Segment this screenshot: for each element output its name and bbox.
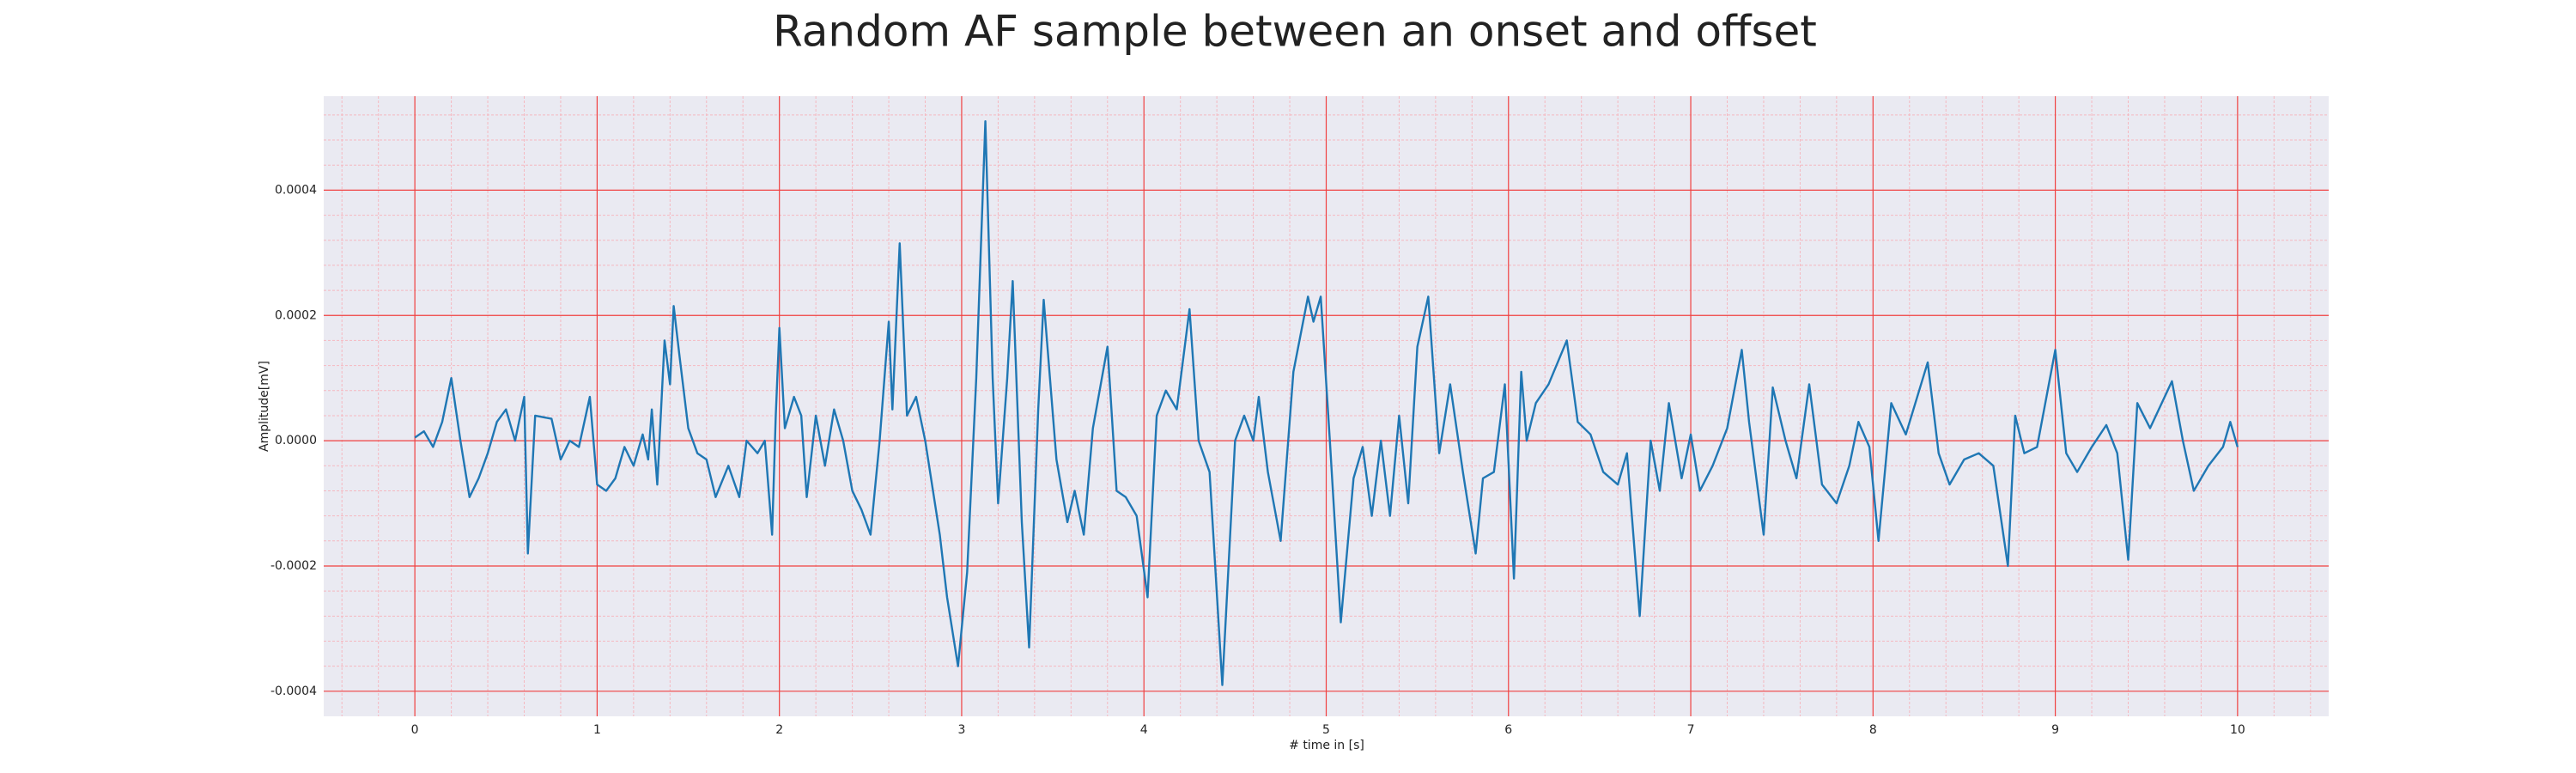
x-tick-label: 8 [1869,723,1877,737]
x-tick-label: 1 [593,723,601,737]
y-tick-label: 0.0004 [275,183,317,197]
y-axis-label: Amplitude[mV] [258,361,271,452]
grid [324,96,2329,716]
x-tick-label: 7 [1687,723,1695,737]
y-tick-label: -0.0004 [270,685,317,698]
x-axis-label: # time in [s] [1289,739,1364,752]
x-tick-label: 9 [2051,723,2059,737]
y-tick-label: -0.0002 [270,559,317,573]
x-tick-label: 0 [411,723,419,737]
x-tick-label: 10 [2230,723,2245,737]
x-tick-label: 3 [957,723,965,737]
x-tick-label: 4 [1140,723,1148,737]
marks [414,119,2239,686]
x-tick-label: 6 [1504,723,1512,737]
y-tick-label: 0.0002 [275,308,317,322]
y-tick-label: 0.0000 [275,434,317,447]
chart-title: Random AF sample between an onset and of… [773,7,1817,57]
x-tick-label: 5 [1322,723,1330,737]
x-tick-label: 2 [775,723,783,737]
line-series [414,119,2239,686]
